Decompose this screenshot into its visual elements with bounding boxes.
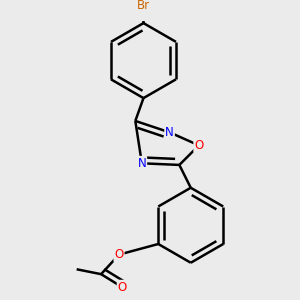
Text: O: O bbox=[194, 139, 203, 152]
Text: O: O bbox=[114, 248, 124, 261]
Text: N: N bbox=[165, 126, 174, 139]
Text: O: O bbox=[118, 281, 127, 294]
Text: Br: Br bbox=[137, 0, 150, 12]
Text: N: N bbox=[137, 157, 146, 170]
